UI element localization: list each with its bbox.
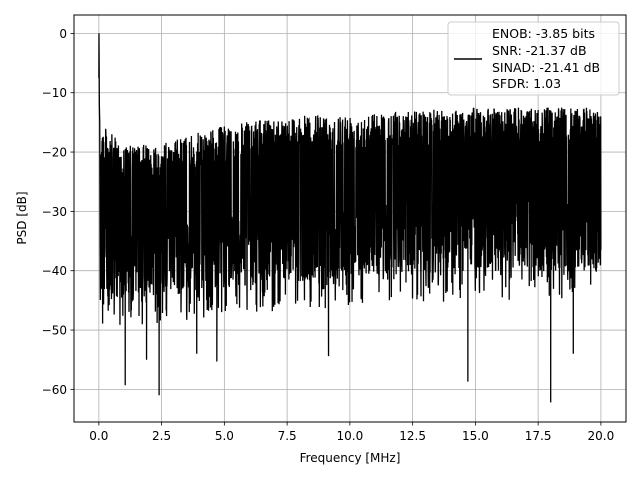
y-axis-ticks: 0 −10 −20 −30 −40 −50 −60 [42, 27, 74, 397]
plot-area [98, 33, 602, 403]
legend-snr: SNR: -21.37 dB [492, 43, 587, 58]
x-tick-label: 20.0 [588, 429, 615, 443]
psd-series-line [98, 33, 602, 403]
x-tick-label: 12.5 [399, 429, 426, 443]
legend: ENOB: -3.85 bits SNR: -21.37 dB SINAD: -… [447, 21, 620, 96]
x-tick-label: 15.0 [462, 429, 489, 443]
y-tick-label: −40 [42, 264, 67, 278]
legend-sfdr: SFDR: 1.03 [492, 76, 561, 91]
y-tick-label: −50 [42, 324, 67, 338]
x-tick-label: 10.0 [337, 429, 364, 443]
legend-box [447, 21, 620, 96]
y-tick-label: 0 [59, 27, 67, 41]
x-tick-label: 17.5 [525, 429, 552, 443]
x-tick-label: 0.0 [89, 429, 108, 443]
y-tick-label: −10 [42, 86, 67, 100]
x-tick-label: 7.5 [278, 429, 297, 443]
x-axis-label: Frequency [MHz] [300, 451, 401, 465]
x-tick-label: 5.0 [215, 429, 234, 443]
y-tick-label: −20 [42, 146, 67, 160]
y-tick-label: −30 [42, 205, 67, 219]
y-axis-label: PSD [dB] [15, 191, 29, 244]
x-axis-ticks: 0.0 2.5 5.0 7.5 10.0 12.5 15.0 17.5 20.0 [89, 422, 614, 443]
legend-enob: ENOB: -3.85 bits [492, 26, 595, 41]
legend-sinad: SINAD: -21.41 dB [492, 60, 600, 75]
y-tick-label: −60 [42, 383, 67, 397]
x-tick-label: 2.5 [152, 429, 171, 443]
